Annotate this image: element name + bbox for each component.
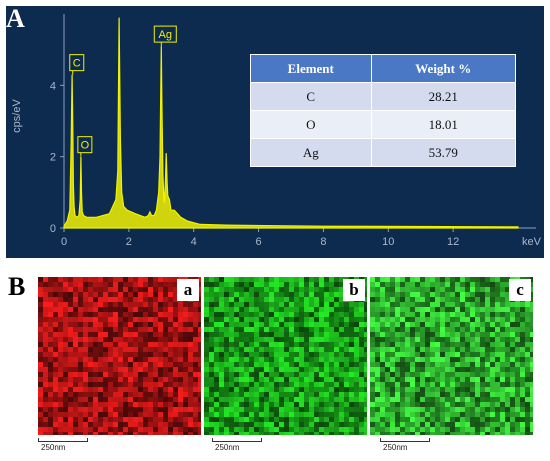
scale-bar-line [38, 438, 88, 442]
x-axis-label: keV [522, 236, 542, 248]
x-tick-label: 4 [191, 236, 197, 248]
table-cell-element: O [250, 110, 372, 139]
table-header-element: Element [250, 54, 372, 83]
element-map-image [204, 277, 367, 435]
x-tick-label: 2 [126, 236, 132, 248]
x-tick-label: 6 [256, 236, 262, 248]
map-pixel-noise [204, 277, 367, 435]
scale-bar-label: 250nm [41, 443, 66, 452]
element-map-c: c [370, 277, 533, 435]
panel-a-letter: A [6, 4, 25, 33]
peak-label: C [73, 58, 81, 70]
scale-bar-a: 250nm [38, 438, 98, 458]
map-label: a [177, 279, 199, 301]
table-row: C 28.21 [250, 82, 517, 111]
map-label: b [343, 279, 365, 301]
scale-bar-label: 250nm [383, 443, 408, 452]
element-weight-table: Element Weight % C 28.21 O 18.01 Ag 53.7… [250, 54, 517, 167]
peak-label: Ag [159, 29, 172, 41]
table-row: O 18.01 [250, 110, 517, 139]
peak-label-box [153, 25, 177, 43]
peak-label-box [69, 54, 85, 72]
x-tick-label: 0 [61, 236, 67, 248]
table-header-weight: Weight % [370, 54, 517, 83]
y-axis-label: cps/eV [11, 99, 23, 133]
element-map-image [38, 277, 201, 435]
map-pixel-noise [38, 277, 201, 435]
spectrum-series-line [63, 17, 519, 229]
x-tick-label: 10 [382, 236, 394, 248]
element-map-image [370, 277, 533, 435]
map-label: c [509, 279, 531, 301]
table-cell-weight: 18.01 [370, 110, 517, 139]
table-row: Ag 53.79 [250, 138, 517, 167]
table-cell-element: Ag [250, 138, 372, 167]
scale-bar-line [380, 438, 430, 442]
x-tick-label: 8 [320, 236, 326, 248]
x-tick-label: 12 [447, 236, 459, 248]
table-cell-weight: 53.79 [370, 138, 517, 167]
panel-b-letter: B [8, 272, 26, 301]
peak-label-box [77, 136, 93, 154]
y-tick-label: 2 [50, 152, 56, 164]
scale-bar-line [212, 438, 262, 442]
scale-bar-label: 250nm [215, 443, 240, 452]
scale-bar-c: 250nm [380, 438, 440, 458]
map-pixel-noise [370, 277, 533, 435]
table-cell-weight: 28.21 [370, 82, 517, 111]
scale-bar-b: 250nm [212, 438, 272, 458]
y-tick-label: 4 [50, 80, 56, 92]
table-header-row: Element Weight % [250, 54, 517, 83]
y-tick-label: 0 [50, 223, 56, 235]
peak-label: O [81, 140, 90, 152]
element-map-a: a [38, 277, 201, 435]
element-map-b: b [204, 277, 367, 435]
table-cell-element: C [250, 82, 372, 111]
